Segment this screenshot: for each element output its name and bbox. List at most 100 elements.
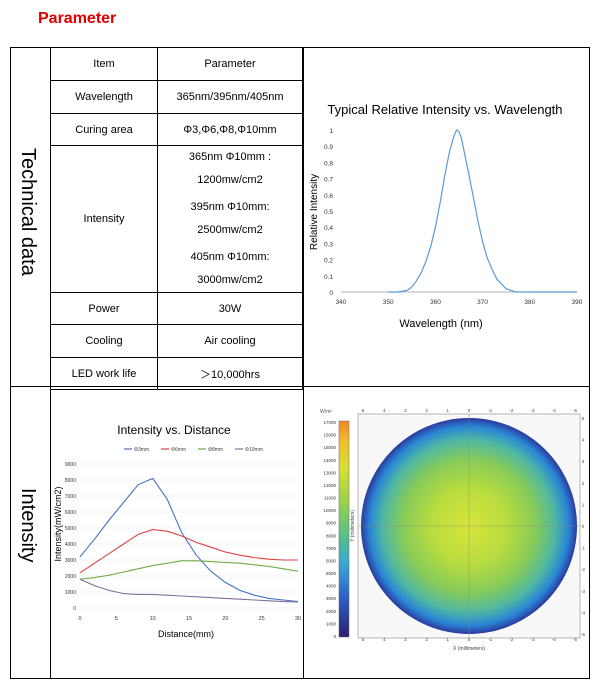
distance-y-tick: 4000 bbox=[65, 542, 76, 548]
header-item: Item bbox=[50, 47, 158, 81]
colorbar-tick: 4000 bbox=[326, 584, 337, 589]
spectrum-chart: Typical Relative Intensity vs. Wavelengt… bbox=[309, 102, 583, 330]
map-x-tick-bottom: 4 bbox=[383, 637, 386, 642]
map-x-tick-top: 3 bbox=[404, 408, 407, 413]
distance-x-tick: 0 bbox=[78, 616, 81, 622]
colorbar-tick: 5000 bbox=[326, 571, 337, 576]
map-y-tick: 3 bbox=[582, 459, 585, 464]
map-x-tick-bottom: -4 bbox=[552, 637, 556, 642]
row-value: Air cooling bbox=[157, 324, 303, 358]
distance-xlabel: Distance(mm) bbox=[158, 629, 214, 639]
map-x-tick-top: -1 bbox=[488, 408, 492, 413]
spectrum-ylabel: Relative Intensity bbox=[309, 174, 320, 250]
distance-x-tick: 20 bbox=[222, 616, 228, 622]
map-x-tick-bottom: 3 bbox=[404, 637, 407, 642]
distance-x-tick: 25 bbox=[259, 616, 265, 622]
spectrum-y-tick: 0.6 bbox=[324, 193, 333, 200]
spectrum-y-tick: 0.9 bbox=[324, 144, 333, 151]
map-x-tick-top: -3 bbox=[531, 408, 535, 413]
colorbar-tick: 12000 bbox=[323, 483, 336, 488]
map-y-tick: 4 bbox=[582, 438, 585, 443]
intensity-line: 3000mw/cm2 bbox=[197, 274, 263, 286]
map-y-tick: -4 bbox=[581, 610, 585, 615]
row-item: Curing area bbox=[50, 113, 158, 146]
table-row: LED work life ＞10,000hrs bbox=[50, 357, 303, 390]
spectrum-y-tick: 0.8 bbox=[324, 160, 333, 167]
map-x-tick-top: 5 bbox=[362, 408, 365, 413]
map-x-tick-bottom: -1 bbox=[488, 637, 492, 642]
distance-y-tick: 8000 bbox=[65, 478, 76, 484]
colorbar-tick: 3000 bbox=[326, 596, 337, 601]
parameter-table: Item Parameter Wavelength 365nm/395nm/40… bbox=[50, 47, 303, 390]
spectrum-title: Typical Relative Intensity vs. Wavelengt… bbox=[327, 102, 562, 117]
intensity-line: 2500mw/cm2 bbox=[197, 224, 263, 236]
distance-ylabel: Intensity(mW/cm2) bbox=[53, 486, 63, 561]
map-x-tick-bottom: 0 bbox=[468, 637, 471, 642]
irradiance-map: W/m² 01000200030004000500060007000800090… bbox=[320, 408, 585, 652]
map-ylabel: Y (millimeters) bbox=[350, 510, 356, 542]
map-y-tick: -5 bbox=[581, 632, 585, 637]
distance-legend-label: Φ3mm bbox=[134, 447, 149, 453]
colorbar-tick: 10000 bbox=[323, 508, 336, 513]
colorbar-tick: 2000 bbox=[326, 609, 337, 614]
spectrum-y-tick: 0.2 bbox=[324, 258, 333, 265]
distance-y-tick: 6000 bbox=[65, 510, 76, 516]
table-row: Wavelength 365nm/395nm/405nm bbox=[50, 80, 303, 114]
distance-series-line bbox=[79, 560, 299, 580]
table-row: Cooling Air cooling bbox=[50, 324, 303, 358]
table-header-row: Item Parameter bbox=[50, 47, 303, 81]
distance-chart: Intensity vs. Distance Distance(mm) Inte… bbox=[53, 423, 301, 639]
colorbar-tick: 1000 bbox=[326, 621, 337, 626]
map-y-tick: 1 bbox=[582, 502, 585, 507]
table-row: Power 30W bbox=[50, 292, 303, 325]
spectrum-series-line bbox=[388, 129, 577, 293]
intensity-line: 395nm Φ10mm: bbox=[190, 201, 270, 213]
map-x-tick-bottom: 5 bbox=[362, 637, 365, 642]
row-value: 365nm/395nm/405nm bbox=[157, 80, 303, 114]
map-x-tick-top: 0 bbox=[468, 408, 471, 413]
distance-legend-label: Φ10mm bbox=[245, 447, 263, 453]
spectrum-xlabel: Wavelength (nm) bbox=[399, 318, 482, 330]
map-x-tick-top: -5 bbox=[573, 408, 577, 413]
map-y-tick: -2 bbox=[581, 567, 585, 572]
row-value: 30W bbox=[157, 292, 303, 325]
colorbar-tick: 9000 bbox=[326, 521, 337, 526]
intensity-line: 1200mw/cm2 bbox=[197, 174, 263, 186]
row-value: Φ3,Φ6,Φ8,Φ10mm bbox=[157, 113, 303, 146]
distance-x-tick: 30 bbox=[295, 616, 301, 622]
distance-y-tick: 1000 bbox=[65, 590, 76, 596]
colorbar-tick: 11000 bbox=[324, 496, 337, 501]
spectrum-y-tick: 0 bbox=[329, 290, 333, 297]
distance-series-line bbox=[79, 477, 299, 603]
distance-x-tick: 15 bbox=[186, 616, 192, 622]
map-x-tick-top: -2 bbox=[509, 408, 513, 413]
colorbar-tick: 13000 bbox=[323, 470, 336, 475]
map-x-tick-bottom: 1 bbox=[447, 637, 450, 642]
colorbar bbox=[338, 420, 350, 638]
colorbar-tick: 15000 bbox=[323, 445, 336, 450]
colorbar-tick: 17000 bbox=[323, 420, 336, 425]
map-x-tick-top: 1 bbox=[447, 408, 450, 413]
map-x-tick-top: 4 bbox=[383, 408, 386, 413]
colorbar-tick: 8000 bbox=[326, 533, 337, 538]
section-label-intensity: Intensity bbox=[17, 488, 39, 563]
distance-series-line bbox=[79, 529, 298, 574]
spectrum-x-tick: 380 bbox=[524, 299, 535, 306]
table-row: Curing area Φ3,Φ6,Φ8,Φ10mm bbox=[50, 113, 303, 146]
distance-x-tick: 10 bbox=[150, 616, 156, 622]
row-value-multiline: 365nm Φ10mm : 1200mw/cm2 395nm Φ10mm: 25… bbox=[157, 145, 303, 293]
row-item: LED work life bbox=[50, 357, 158, 390]
row-item: Intensity bbox=[50, 145, 158, 293]
colorbar-tick: 6000 bbox=[326, 558, 337, 563]
row-item: Cooling bbox=[50, 324, 158, 358]
spectrum-y-tick: 0.4 bbox=[324, 225, 333, 232]
table-chart-divider bbox=[303, 47, 304, 679]
colorbar-tick: 7000 bbox=[326, 546, 337, 551]
map-x-tick-bottom: -5 bbox=[573, 637, 577, 642]
row-item: Power bbox=[50, 292, 158, 325]
page-heading: Parameter bbox=[38, 10, 117, 27]
spectrum-x-tick: 350 bbox=[383, 299, 394, 306]
intensity-line: 405nm Φ10mm: bbox=[190, 251, 270, 263]
map-x-tick-top: 2 bbox=[425, 408, 428, 413]
distance-x-tick: 5 bbox=[115, 616, 118, 622]
